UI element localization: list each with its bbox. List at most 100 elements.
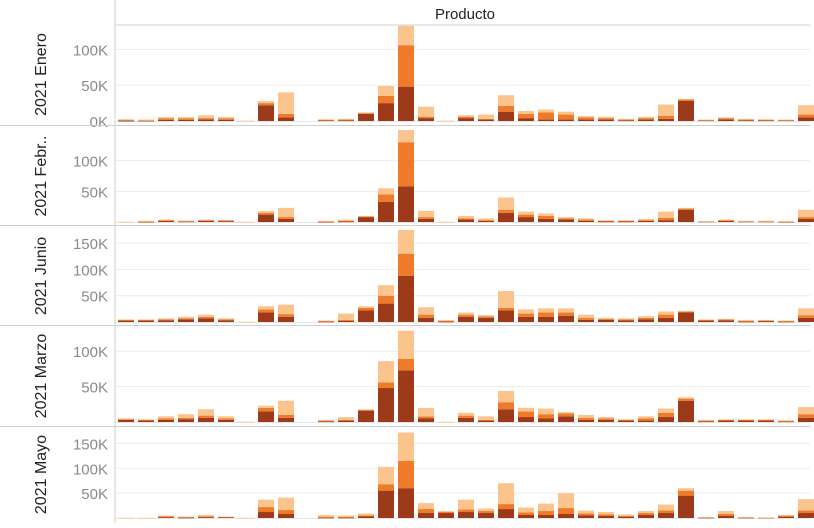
bar-segment xyxy=(698,319,714,321)
bar-segment xyxy=(358,410,374,422)
bar-segment xyxy=(378,285,394,296)
bar-segment xyxy=(678,398,694,401)
bar-segment xyxy=(518,217,534,222)
bar-segment xyxy=(218,320,234,322)
bar-segment xyxy=(178,118,194,120)
bar-segment xyxy=(718,419,734,420)
bar-segment xyxy=(438,511,454,513)
bar-segment xyxy=(338,417,354,420)
bar-segment xyxy=(538,316,554,322)
bar-segment xyxy=(478,118,494,120)
bar-segment xyxy=(278,417,294,422)
bar-segment xyxy=(558,119,574,121)
bar-segment xyxy=(418,217,434,219)
bar-segment xyxy=(258,100,274,104)
bar-segment xyxy=(418,317,434,322)
bar-segment xyxy=(678,310,694,312)
bar-segment xyxy=(498,307,514,311)
bar-segment xyxy=(398,253,414,276)
bar-segment xyxy=(498,509,514,518)
bar-segment xyxy=(718,219,734,221)
bar-segment xyxy=(138,119,154,121)
bar-segment xyxy=(778,515,794,518)
bar-segment xyxy=(118,320,134,322)
bar-segment xyxy=(718,318,734,320)
bar-segment xyxy=(658,513,674,518)
bar-segment xyxy=(638,511,654,514)
bar-segment xyxy=(278,414,294,418)
bar-segment xyxy=(458,415,474,418)
bar-segment xyxy=(278,92,294,114)
bar-segment xyxy=(238,221,254,223)
bar-segment xyxy=(738,517,754,518)
bar-segment xyxy=(258,105,274,121)
bar-segment xyxy=(158,515,174,517)
bar-segment xyxy=(358,307,374,311)
bar-segment xyxy=(538,308,554,313)
bar-segment xyxy=(578,119,594,121)
bar-segment xyxy=(198,318,214,322)
bar-segment xyxy=(198,417,214,422)
bar-segment xyxy=(138,319,154,321)
bar-segment xyxy=(598,118,614,120)
bar-segment xyxy=(358,513,374,516)
bar-segment xyxy=(438,320,454,322)
bar-segment xyxy=(258,212,274,215)
bar-segment xyxy=(418,106,434,117)
bar-segment xyxy=(278,314,294,317)
bar-segment xyxy=(178,117,194,119)
bar-segment xyxy=(498,402,514,410)
bar-segment xyxy=(178,319,194,322)
bar-segment xyxy=(758,119,774,121)
bar-segment xyxy=(538,511,554,516)
y-tick-label: 100K xyxy=(73,344,108,361)
bar-segment xyxy=(178,517,194,519)
bar-segment xyxy=(678,209,694,222)
bar-segment xyxy=(598,419,614,422)
bar-segment xyxy=(798,117,814,121)
bar-segment xyxy=(738,420,754,422)
bar-segment xyxy=(618,516,634,518)
bar-segment xyxy=(278,497,294,511)
bar-segment xyxy=(158,219,174,221)
bar-segment xyxy=(618,514,634,517)
bar-segment xyxy=(358,113,374,114)
bar-segment xyxy=(638,316,654,318)
bar-segment xyxy=(198,220,214,221)
bar-segment xyxy=(798,114,814,118)
bar-segment xyxy=(258,405,274,408)
bar-segment xyxy=(158,320,174,322)
bar-segment xyxy=(338,420,354,422)
bar-segment xyxy=(158,419,174,422)
bar-segment xyxy=(638,317,654,320)
bar-segment xyxy=(538,119,554,121)
bar-segment xyxy=(698,319,714,321)
bar-segment xyxy=(758,420,774,422)
bar-segment xyxy=(418,116,434,119)
bar-segment xyxy=(498,197,514,210)
bar-segment xyxy=(118,319,134,321)
bar-segment xyxy=(258,210,274,213)
bar-segment xyxy=(398,86,414,121)
bar-segment xyxy=(158,318,174,320)
bar-segment xyxy=(418,416,434,419)
bar-segment xyxy=(718,118,734,120)
bar-segment xyxy=(698,517,714,519)
bar-segment xyxy=(178,318,194,320)
bar-segment xyxy=(218,517,234,518)
bar-segment xyxy=(178,119,194,121)
bar-segment xyxy=(258,309,274,313)
bar-segment xyxy=(738,419,754,421)
bar-segment xyxy=(478,508,494,512)
bar-segment xyxy=(338,419,354,421)
bar-segment xyxy=(478,317,494,322)
bar-segment xyxy=(738,517,754,519)
bar-segment xyxy=(318,420,334,422)
bar-segment xyxy=(498,209,514,213)
bar-segment xyxy=(698,517,714,518)
bar-segment xyxy=(578,219,594,221)
bar-segment xyxy=(738,320,754,322)
bar-segment xyxy=(518,110,534,114)
